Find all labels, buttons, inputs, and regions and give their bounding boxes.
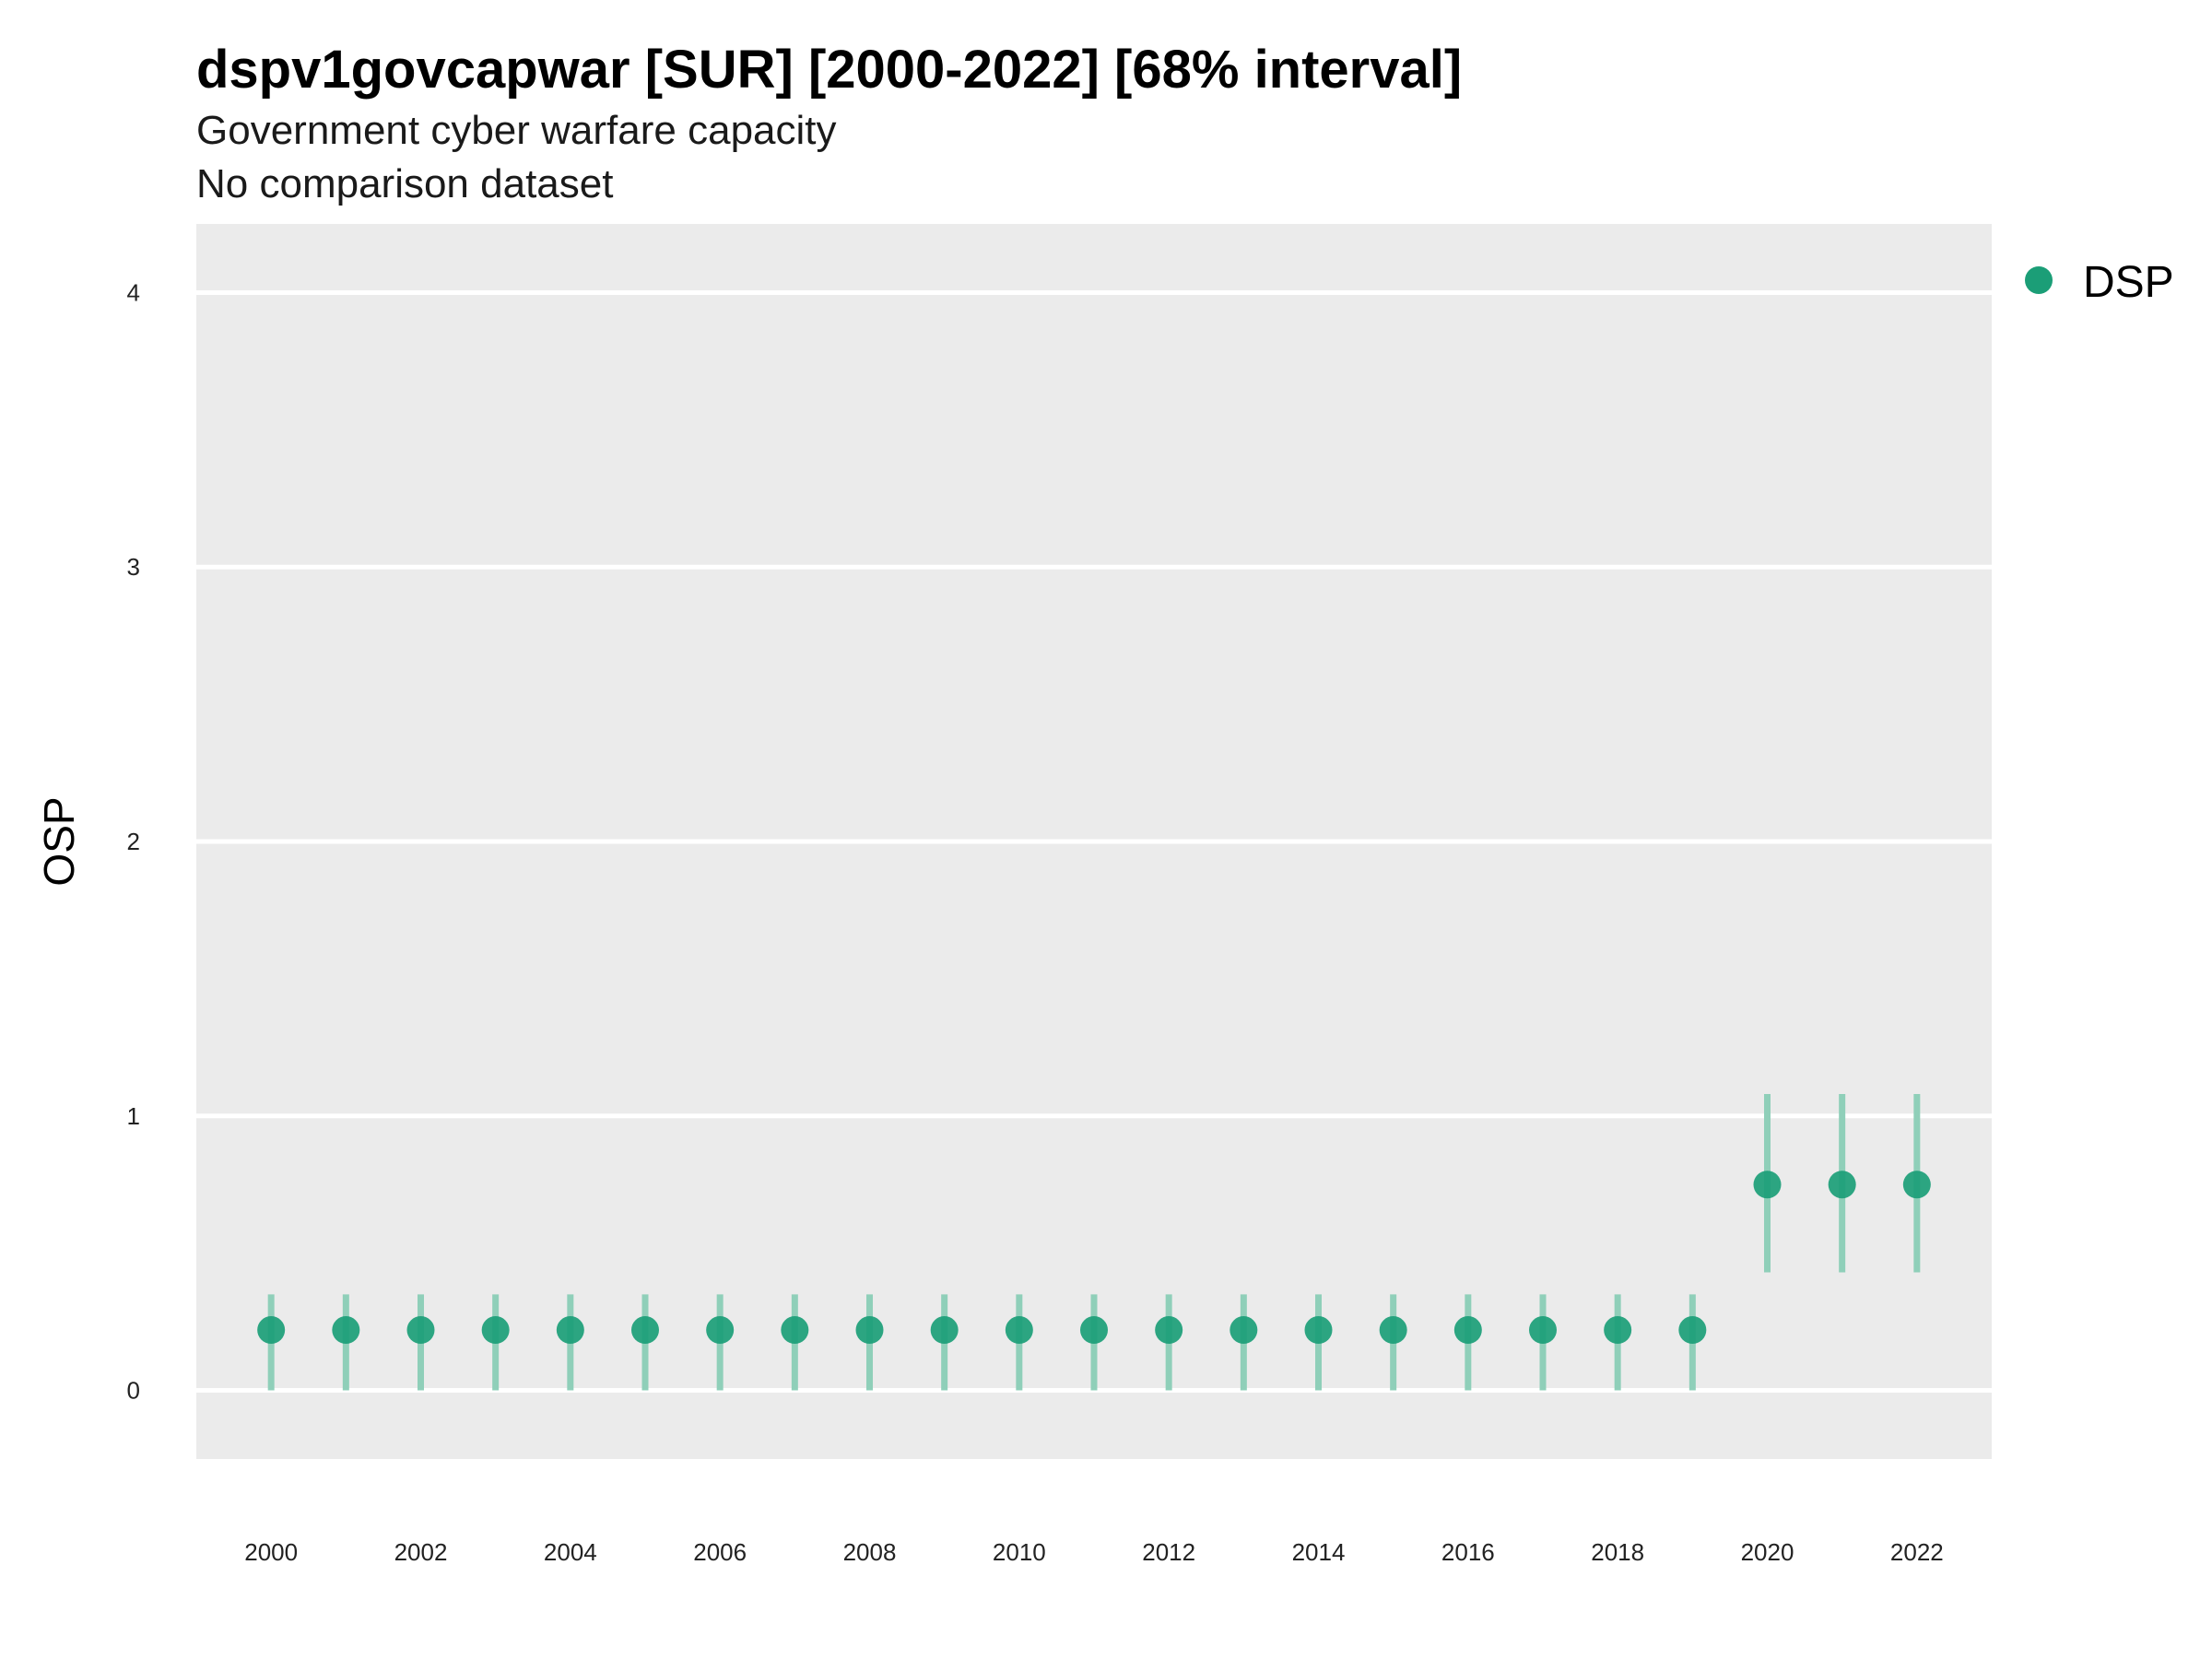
y-tick-label-1: 1 — [127, 1102, 140, 1130]
x-tick-label-2008: 2008 — [843, 1538, 897, 1566]
point-2015 — [1379, 1316, 1407, 1345]
x-tick-label-2016: 2016 — [1441, 1538, 1495, 1566]
point-2016 — [1453, 1316, 1482, 1345]
point-2007 — [781, 1316, 809, 1345]
point-2014 — [1304, 1316, 1333, 1345]
point-2017 — [1529, 1316, 1557, 1345]
x-tick-labels: 2000 2002 2004 2006 2008 2010 2012 2014 2016 2018… — [244, 1538, 1944, 1566]
data-points — [257, 1171, 1931, 1345]
legend: DSP — [2025, 258, 2174, 307]
point-2012 — [1155, 1316, 1183, 1345]
x-tick-label-2000: 2000 — [244, 1538, 298, 1566]
point-2011 — [1080, 1316, 1108, 1345]
x-tick-label-2004: 2004 — [544, 1538, 597, 1566]
y-tick-label-3: 3 — [127, 553, 140, 581]
y-tick-labels: 0 1 2 3 4 — [127, 278, 140, 1404]
x-tick-label-2010: 2010 — [993, 1538, 1046, 1566]
x-tick-label-2014: 2014 — [1292, 1538, 1346, 1566]
point-2013 — [1230, 1316, 1258, 1345]
chart-caption: No comparison dataset — [196, 161, 613, 206]
x-tick-label-2006: 2006 — [693, 1538, 747, 1566]
point-2022 — [1902, 1171, 1931, 1199]
x-tick-label-2022: 2022 — [1890, 1538, 1944, 1566]
point-2003 — [481, 1316, 510, 1345]
chart-subtitle: Government cyber warfare capacity — [196, 108, 837, 153]
x-tick-label-2018: 2018 — [1591, 1538, 1644, 1566]
x-tick-label-2012: 2012 — [1142, 1538, 1195, 1566]
x-tick-label-2002: 2002 — [394, 1538, 448, 1566]
chart-title: dspv1govcapwar [SUR] [2000-2022] [68% in… — [196, 40, 1462, 100]
point-2004 — [556, 1316, 584, 1345]
point-2020 — [1753, 1171, 1782, 1199]
point-2000 — [257, 1316, 286, 1345]
point-2008 — [855, 1316, 884, 1345]
y-axis-title: OSP — [35, 796, 83, 886]
point-2009 — [930, 1316, 959, 1345]
y-tick-label-4: 4 — [127, 278, 140, 306]
point-2002 — [406, 1316, 435, 1345]
point-2018 — [1604, 1316, 1632, 1345]
point-2021 — [1828, 1171, 1856, 1199]
point-2006 — [706, 1316, 735, 1345]
y-tick-label-0: 0 — [127, 1377, 140, 1405]
point-2010 — [1005, 1316, 1033, 1345]
legend-label-dsp: DSP — [2083, 258, 2174, 307]
y-tick-label-2: 2 — [127, 828, 140, 855]
legend-key-dsp — [2025, 266, 2053, 294]
point-2001 — [332, 1316, 360, 1345]
point-2019 — [1678, 1316, 1707, 1345]
point-2005 — [631, 1316, 659, 1345]
x-tick-label-2020: 2020 — [1741, 1538, 1794, 1566]
